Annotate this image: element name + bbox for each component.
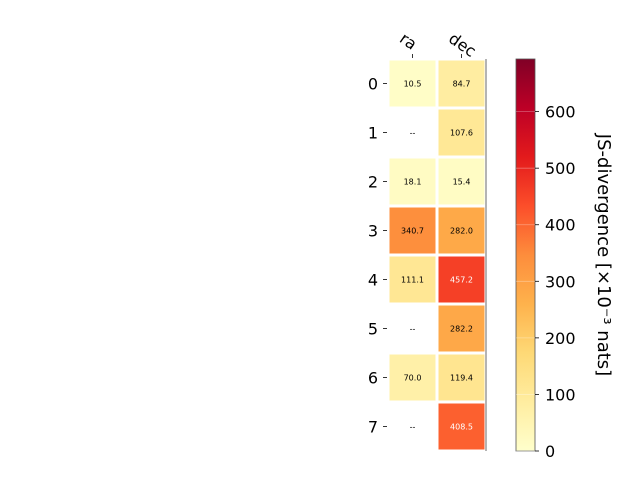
- heatmap-cell: [389, 354, 436, 401]
- heatmap-cell: [438, 354, 485, 401]
- colorbar-gradient: [515, 58, 536, 452]
- heatmap-cells: 10.5 84.7 -- 107.6 18.1 15.4 340.7 282.0 111.1 45…: [389, 60, 485, 450]
- colorbar-tick-label: 200: [545, 329, 576, 348]
- cell-value-label: 70.0: [404, 374, 422, 383]
- cell-value-label: 457.2: [450, 276, 473, 285]
- heatmap-cell: [389, 60, 436, 107]
- cell-missing-label: --: [410, 325, 416, 334]
- heatmap-cell: [438, 109, 485, 156]
- cell-value-label: 18.1: [404, 178, 422, 187]
- cell-value-label: 10.5: [404, 80, 422, 89]
- colorbar-tick-label: 100: [545, 385, 576, 404]
- heatmap-cell: [438, 403, 485, 450]
- cell-value-label: 282.2: [450, 325, 473, 334]
- heatmap-cell: [389, 256, 436, 303]
- row-labels: 0 1 2 3 4 5 6 7: [368, 75, 387, 437]
- row-label: 1: [368, 124, 378, 143]
- colorbar-tick-label: 500: [545, 159, 576, 178]
- colorbar-tick-label: 300: [545, 272, 576, 291]
- heatmap-cell: [438, 207, 485, 254]
- cell-value-label: 408.5: [450, 423, 473, 432]
- cell-value-label: 340.7: [401, 227, 424, 236]
- cell-value-label: 107.6: [450, 129, 473, 138]
- colorbar-label: JS-divergence [×10⁻³ nats]: [593, 133, 614, 376]
- heatmap-cell: [438, 305, 485, 352]
- row-label: 0: [368, 75, 378, 94]
- row-label: 6: [368, 369, 378, 388]
- row-label: 2: [368, 173, 378, 192]
- row-label: 4: [368, 271, 378, 290]
- colorbar-tick-label: 600: [545, 103, 576, 122]
- colorbar: 0 100 200 300 400 500 600: [515, 58, 576, 461]
- cell-value-label: 119.4: [450, 374, 473, 383]
- column-label: dec: [445, 29, 479, 61]
- colorbar-tick-label: 400: [545, 216, 576, 235]
- cell-value-label: 84.7: [453, 80, 471, 89]
- cell-value-label: 282.0: [450, 227, 473, 236]
- column-labels: ra dec: [396, 29, 479, 61]
- heatmap-cell: [389, 158, 436, 205]
- heatmap-cell: [438, 256, 485, 303]
- cell-value-label: 111.1: [401, 276, 424, 285]
- cell-value-label: 15.4: [453, 178, 471, 187]
- cell-missing-label: --: [410, 129, 416, 138]
- cell-missing-label: --: [410, 423, 416, 432]
- row-label: 3: [368, 222, 378, 241]
- row-label: 7: [368, 418, 378, 437]
- colorbar-tick-label: 0: [545, 442, 555, 461]
- heatmap-cell: [389, 207, 436, 254]
- heatmap-cell: [438, 60, 485, 107]
- column-label: ra: [396, 29, 420, 54]
- colorbar-ticks: 0 100 200 300 400 500 600: [516, 103, 576, 461]
- row-label: 5: [368, 320, 378, 339]
- heatmap-cell: [438, 158, 485, 205]
